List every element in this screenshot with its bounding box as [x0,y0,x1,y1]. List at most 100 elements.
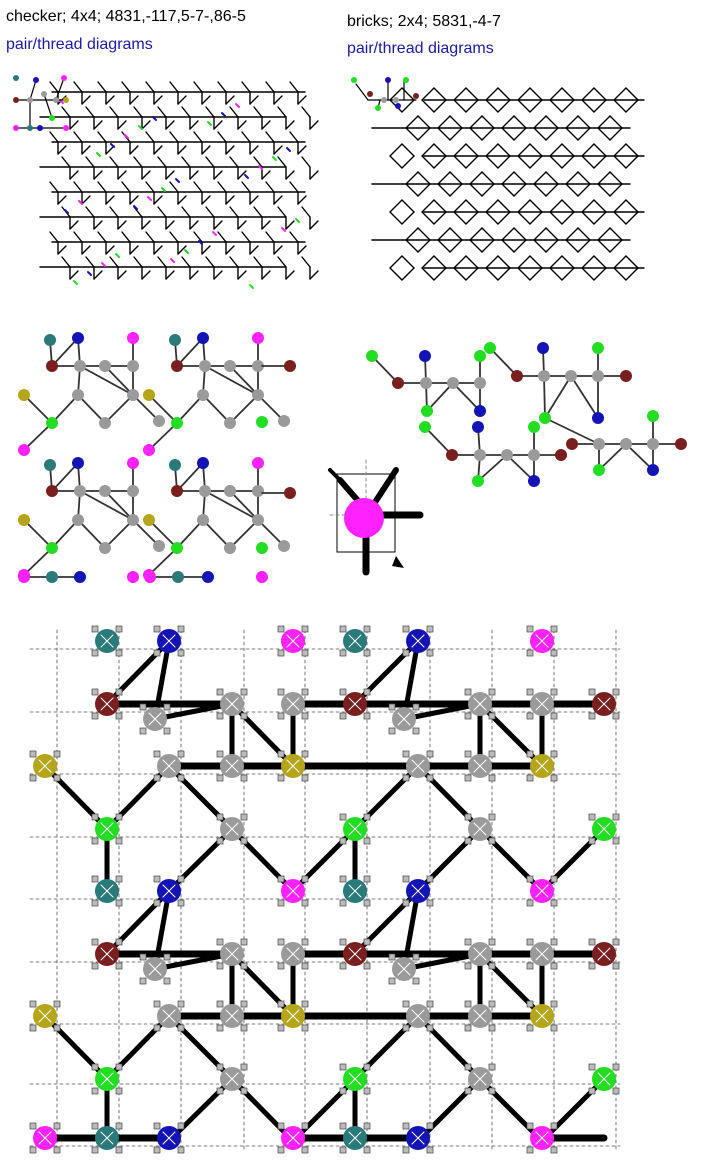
pair-edge [104,490,134,521]
handle [301,1024,309,1032]
thread-line [433,211,447,225]
thread-line [449,171,463,185]
handle [91,1122,99,1130]
handle [91,1146,99,1154]
stitch-mark [397,962,411,976]
handle [53,1024,61,1032]
stitch-mark [535,1131,549,1145]
color-tick [212,231,217,236]
thread-line [501,227,515,241]
pair-node [392,377,404,389]
thread-line [533,171,547,185]
thread-line [117,270,127,280]
stitch-node [464,1063,496,1095]
thread-line [309,120,319,130]
pair-node [474,377,486,389]
pair-node [419,350,431,362]
stitch-node [277,1122,309,1154]
stitch-mark [473,759,487,773]
handle [588,938,596,946]
bricks-pair-thread-link[interactable]: pair/thread diagrams [347,40,494,57]
handle [402,1122,410,1130]
stitch-mark [148,712,162,726]
handle [115,649,123,657]
handle [526,712,534,720]
thread-line [97,81,107,93]
handle [464,774,472,782]
pair-node [127,514,139,526]
thread-line [265,231,275,243]
pair-node [592,370,604,382]
thread-line [309,220,319,230]
stitch-mark [411,634,425,648]
legend-node [385,77,391,83]
thread-line [593,199,607,213]
thread-line [193,81,203,93]
thread-line [613,143,627,157]
stitch-mark [38,1131,52,1145]
thread-line [465,155,479,169]
thread-line [261,120,271,130]
thread-line [469,171,483,185]
thread-line [301,206,311,218]
stitch-mark [411,759,425,773]
handle [363,1063,371,1071]
thread-line [417,115,431,129]
handle [301,962,309,970]
thread-line [561,255,575,269]
handle [53,1146,61,1154]
thread-line [613,211,627,225]
thread-line [565,227,579,241]
thread-line [389,87,403,101]
pair-edge [104,365,134,396]
color-tick [198,240,203,245]
thread-line [85,156,95,168]
stitch-node [91,1063,123,1095]
thread-line [401,143,415,157]
thread-line [181,106,191,118]
stitch-node [464,688,496,720]
stitch-mark [100,947,114,961]
handle [426,1000,434,1008]
pair-node [593,438,605,450]
thread-line [189,120,199,130]
stitch-node [526,938,558,970]
thread-line [285,270,295,280]
thread-line [529,211,543,225]
pair-edge [51,462,79,492]
thread-line [577,227,591,241]
pair-node [366,350,378,362]
handle [216,712,224,720]
thread-line [501,171,515,185]
handle [29,774,37,782]
thread-line [401,155,415,169]
handle [488,1000,496,1008]
handle [216,813,224,821]
thread-line [217,231,227,243]
handle [339,712,347,720]
handle [216,962,224,970]
handle [153,899,161,907]
thread-line [577,127,591,141]
handle [588,962,596,970]
thread-line [533,115,547,129]
handle [115,712,123,720]
thread-line [609,183,623,197]
arrow-tip-icon [392,556,404,568]
thread-line [497,211,511,225]
thread-line [81,95,91,105]
color-tick [124,134,129,139]
handle [163,703,171,711]
pair-node [127,485,139,497]
handle [115,938,123,946]
pair-node [18,444,30,456]
handle [426,1122,434,1130]
thread-line [141,270,151,280]
thread-line [469,127,483,141]
handle [177,625,185,633]
checker-pair-thread-link[interactable]: pair/thread diagrams [6,36,153,53]
handle [402,875,410,883]
pair-node [74,485,86,497]
pair-node [144,571,156,583]
handle [526,1122,534,1130]
